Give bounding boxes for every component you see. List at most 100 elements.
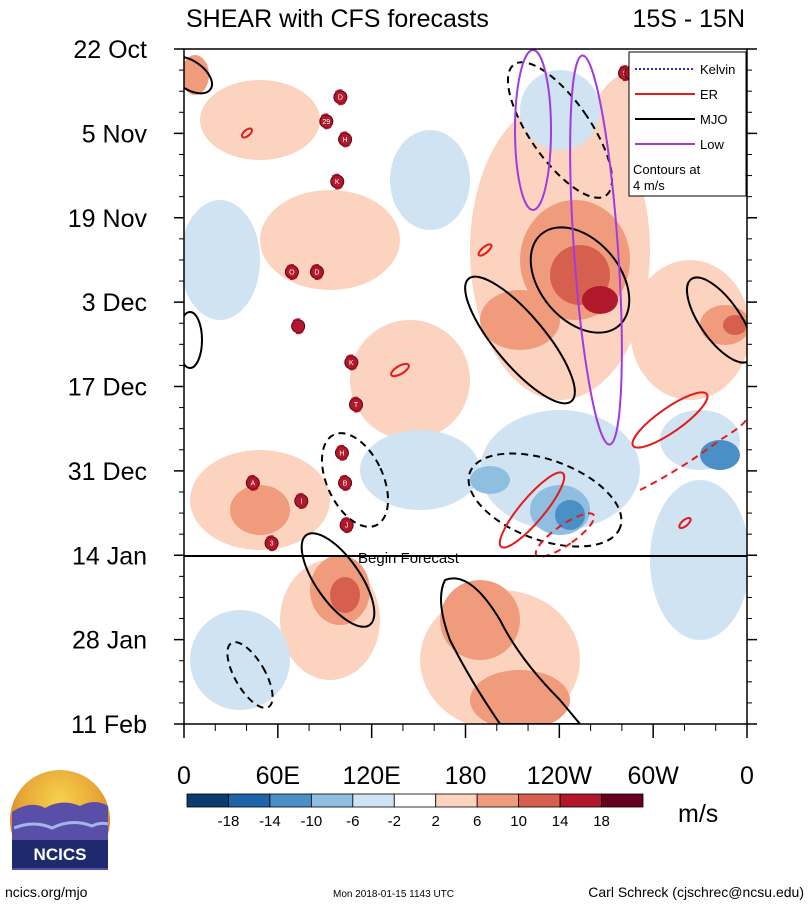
storm-arm <box>331 173 340 178</box>
storm-arm <box>320 113 329 117</box>
storm-marker: D <box>309 263 324 280</box>
colorbar-label: -6 <box>346 813 359 830</box>
footer-timestamp: Mon 2018-01-15 1143 UTC <box>333 889 454 900</box>
storm-marker: T <box>349 396 364 413</box>
storm-arm <box>324 125 332 130</box>
storm-arm <box>314 276 323 280</box>
storm-arm <box>341 517 349 521</box>
y-tick-label: 17 Dec <box>68 374 147 402</box>
colorbar-swatch <box>310 793 354 808</box>
storm-marker: 29 <box>319 113 334 130</box>
legend-note-line1: Contours at <box>633 162 701 177</box>
storm-label: T <box>354 402 359 409</box>
field-patch <box>700 440 740 470</box>
storm-label: K <box>335 179 340 186</box>
er-contour <box>678 516 692 530</box>
low-contour <box>569 54 623 446</box>
colorbar-label: 6 <box>473 813 481 830</box>
storm-arm <box>342 143 351 148</box>
storm-marker: H <box>334 444 349 461</box>
field-patch <box>650 480 747 640</box>
storm-label: 29 <box>322 119 330 126</box>
storm-arm <box>350 396 359 401</box>
storm-arm <box>247 474 255 479</box>
y-axis: 22 Oct 5 Nov 19 Nov 3 Dec 17 Dec 31 Dec 14 Jan… <box>68 36 757 739</box>
storm-arm <box>349 366 357 371</box>
field-patch <box>470 466 510 494</box>
storm-arm <box>286 263 295 268</box>
field-patch <box>723 315 747 335</box>
y-tick-label: 28 Jan <box>72 627 147 655</box>
storm-label: K <box>349 360 354 367</box>
storm-arm <box>311 263 320 268</box>
mjo-contour <box>184 311 203 369</box>
mjo-contour <box>685 276 747 364</box>
colorbar-swatch <box>559 793 602 808</box>
x-tick-label: 0 <box>740 762 754 790</box>
low-contour <box>514 49 552 211</box>
storm-marker <box>291 318 306 335</box>
field-patch <box>555 500 585 530</box>
storm-arm <box>295 493 304 497</box>
storm-marker: I <box>294 493 309 510</box>
storm-label: O <box>289 269 295 276</box>
colorbar-label: 18 <box>593 813 610 830</box>
field-patch <box>440 580 520 660</box>
ncics-logo: NCICS <box>10 770 110 870</box>
legend-note-line2: 4 m/s <box>633 178 665 193</box>
legend-er-label: ER <box>700 87 718 102</box>
er-contour <box>631 391 709 449</box>
logo-wave <box>13 821 109 830</box>
colorbar-unit: m/s <box>678 800 718 828</box>
colorbar-swatch <box>435 793 478 808</box>
forecast-label: Begin Forecast <box>358 550 460 567</box>
colorbar-label: -14 <box>259 813 281 830</box>
er-contour <box>241 127 253 139</box>
storm-arm <box>339 131 348 135</box>
field-patch <box>184 55 209 95</box>
field-patch <box>260 190 400 290</box>
storm-label: B <box>343 480 348 487</box>
field-patch <box>350 320 470 440</box>
mjo-contour <box>184 55 213 95</box>
x-axis: 0 60E 120E 180 120W 60W 0 <box>177 724 754 790</box>
colorbar-swatch <box>476 793 520 808</box>
colorbar-swatch <box>186 793 229 808</box>
y-tick-label: 11 Feb <box>71 711 147 739</box>
storm-marker: D <box>333 89 348 106</box>
field-patch <box>480 410 640 530</box>
storm-label: I <box>300 499 302 506</box>
mjo-contour <box>464 275 576 405</box>
storm-marker: A <box>245 474 260 491</box>
legend: Kelvin ER MJO Low Contours at 4 m/s <box>628 51 747 197</box>
storm-label: H <box>339 450 344 457</box>
colorbar-swatch <box>393 793 437 808</box>
storm-markers: D29HKODKTHABIJ3SS <box>245 65 639 552</box>
x-tick-label: 60E <box>256 762 300 790</box>
storm-arm <box>292 318 301 322</box>
storm-arm <box>299 505 307 510</box>
storm-arm <box>353 409 362 413</box>
storm-marker: H <box>338 131 353 148</box>
mjo-dashed-contour <box>506 61 614 199</box>
storm-label: 3 <box>270 541 274 548</box>
colorbar-label: -2 <box>388 813 401 830</box>
storm-marker: B <box>338 474 353 491</box>
er-contour <box>477 243 493 257</box>
storm-arm <box>266 535 274 539</box>
colorbar-label: -18 <box>218 813 240 830</box>
x-tick-label: 180 <box>445 762 487 790</box>
footer-site: ncics.org/mjo <box>5 884 88 900</box>
mjo-dashed-contour <box>226 641 274 709</box>
region-label: 15S - 15N <box>632 5 745 33</box>
y-tick-label: 5 Nov <box>82 120 148 148</box>
logo-text: NCICS <box>34 845 87 864</box>
storm-marker: J <box>339 517 354 534</box>
storm-arm <box>289 276 298 280</box>
colorbar-label: -10 <box>301 813 323 830</box>
storm-label: J <box>345 523 349 530</box>
y-tick-label: 31 Dec <box>68 458 147 486</box>
colorbar-swatch <box>269 793 312 808</box>
storm-arm <box>344 529 353 534</box>
